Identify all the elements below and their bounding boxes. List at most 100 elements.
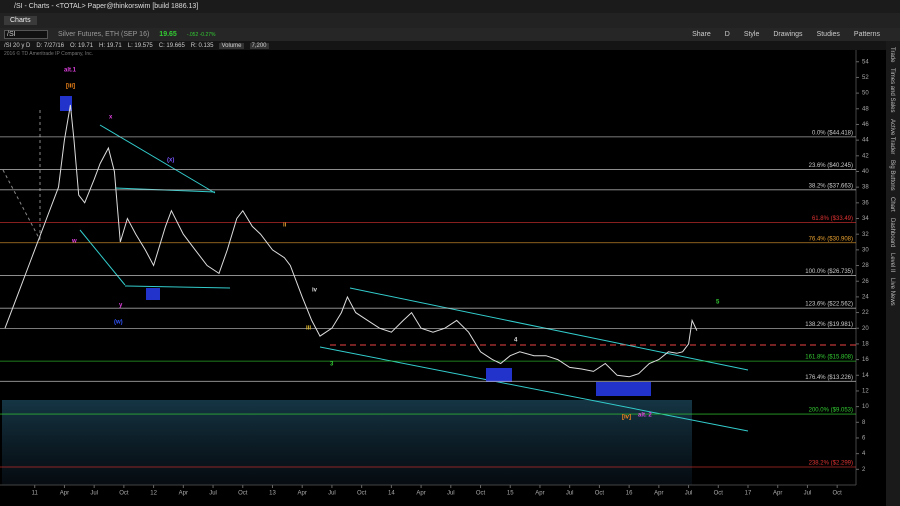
y-tick-label: 40: [862, 169, 869, 175]
wave-label: alt. 2: [638, 413, 652, 419]
fib-label: 176.4% ($13.226): [805, 375, 853, 381]
x-tick-label: 17: [745, 491, 752, 497]
y-tick-label: 32: [862, 232, 869, 238]
side-panel: Trade Times and Sales Active Trader Big But…: [886, 41, 900, 506]
wave-label: x: [109, 115, 113, 121]
x-tick-label: Jul: [447, 491, 455, 497]
info-field: H: 19.71: [99, 42, 122, 49]
info-field: D: 7/27/16: [36, 42, 65, 49]
y-tick-label: 8: [862, 420, 866, 426]
wave-label: ii: [283, 223, 287, 229]
y-tick-label: 30: [862, 247, 869, 253]
trend-line: [79, 229, 126, 286]
side-tab[interactable]: Active Trader: [889, 118, 895, 155]
fib-label: 76.4% ($30.908): [809, 236, 853, 242]
info-field: 7,200: [249, 42, 269, 49]
y-tick-label: 22: [862, 310, 869, 316]
y-tick-label: 44: [862, 138, 869, 144]
side-tab[interactable]: Chart: [889, 196, 895, 212]
x-tick-label: 12: [150, 491, 157, 497]
box: [60, 96, 72, 111]
toolbar-button[interactable]: Studies: [816, 31, 840, 38]
copyright: 2016 © TD Ameritrade IP Company, Inc.: [4, 51, 94, 57]
net-change: -.052: [186, 31, 199, 38]
info-field: O: 19.71: [70, 42, 94, 49]
wave-label: w: [71, 239, 77, 245]
wave-label: alt.1: [64, 68, 77, 74]
y-tick-label: 34: [862, 216, 869, 222]
y-tick-label: 38: [862, 185, 869, 191]
info-field: R: 0.135: [190, 42, 214, 49]
x-tick-label: Jul: [804, 491, 812, 497]
x-tick-label: Oct: [595, 491, 605, 497]
x-tick-label: Oct: [832, 491, 842, 497]
title-bar: /SI - Charts - <TOTAL> Paper@thinkorswim…: [0, 0, 900, 13]
toolbar-button[interactable]: Drawings: [773, 31, 803, 38]
toolbar-button[interactable]: Share: [692, 31, 711, 38]
wave-label: 5: [716, 300, 720, 306]
side-tab[interactable]: Times and Sales: [889, 68, 895, 113]
y-tick-label: 52: [862, 75, 869, 81]
wave-label: 4: [514, 338, 518, 344]
toolbar-buttons: Share D Style Drawings Studies Patterns: [692, 31, 900, 38]
side-tab[interactable]: Level II: [889, 253, 895, 273]
x-tick-label: Apr: [179, 491, 188, 497]
x-tick-label: Oct: [238, 491, 248, 497]
side-tab[interactable]: Dashboard: [889, 217, 895, 247]
x-tick-label: Apr: [298, 491, 307, 497]
x-tick-label: 14: [388, 491, 395, 497]
toolbar: /SI Silver Futures, ETH (SEP 16) 19.65 -…: [0, 28, 900, 41]
tab-bar: Charts: [0, 13, 900, 28]
toolbar-button[interactable]: Style: [743, 31, 760, 38]
wave-label: (w): [114, 320, 123, 326]
side-tab[interactable]: Trade: [889, 47, 895, 63]
x-tick-label: Apr: [773, 491, 782, 497]
y-tick-label: 48: [862, 106, 869, 112]
toolbar-button[interactable]: Patterns: [853, 31, 880, 38]
symbol-input[interactable]: /SI: [4, 30, 48, 39]
volume-area: [2, 400, 692, 485]
change: -.052 -0.27%: [187, 32, 216, 38]
wave-label: iii: [306, 326, 311, 332]
wave-label: [iii]: [66, 84, 75, 90]
trend-line: [99, 124, 216, 194]
y-tick-label: 18: [862, 341, 869, 347]
box: [486, 368, 512, 382]
description: Silver Futures, ETH (SEP 16): [58, 31, 150, 38]
window-title: /SI - Charts - <TOTAL> Paper@thinkorswim…: [14, 3, 199, 10]
fib-label: 200.0% ($9.053): [809, 408, 853, 414]
fib-label: 100.0% ($26.735): [805, 269, 853, 275]
fib-label: 0.0% ($44.418): [812, 130, 853, 136]
fib-label: 23.6% ($40.245): [809, 163, 853, 169]
x-tick-label: 16: [626, 491, 633, 497]
side-tab[interactable]: Live News: [889, 278, 895, 307]
y-tick-label: 28: [862, 263, 869, 269]
y-tick-label: 54: [862, 59, 869, 65]
side-tab[interactable]: Big Buttons: [889, 160, 895, 191]
y-tick-label: 10: [862, 404, 869, 410]
box: [596, 382, 651, 396]
y-tick-label: 4: [862, 451, 866, 457]
x-tick-label: Jul: [566, 491, 574, 497]
y-tick-label: 12: [862, 389, 869, 395]
toolbar-button[interactable]: D: [724, 31, 730, 38]
box: [146, 288, 160, 300]
info-bar: /SI 20 y D D: 7/27/16 O: 19.71 H: 19.71 L: 1…: [0, 41, 900, 50]
y-tick-label: 50: [862, 91, 869, 97]
x-tick-label: Jul: [209, 491, 217, 497]
x-tick-label: 11: [32, 491, 39, 497]
info-field: Volume: [219, 42, 244, 49]
info-field: C: 19.665: [158, 42, 185, 49]
y-tick-label: 14: [862, 373, 869, 379]
info-field: L: 19.575: [127, 42, 153, 49]
x-tick-label: Jul: [90, 491, 98, 497]
x-tick-label: Oct: [119, 491, 129, 497]
y-tick-label: 20: [862, 326, 869, 332]
wave-label: [iv]: [622, 415, 631, 421]
channel-line: [349, 287, 749, 371]
x-tick-label: Jul: [328, 491, 336, 497]
tab[interactable]: Charts: [4, 16, 37, 25]
y-tick-label: 6: [862, 436, 866, 442]
wave-label: 3: [330, 362, 334, 368]
